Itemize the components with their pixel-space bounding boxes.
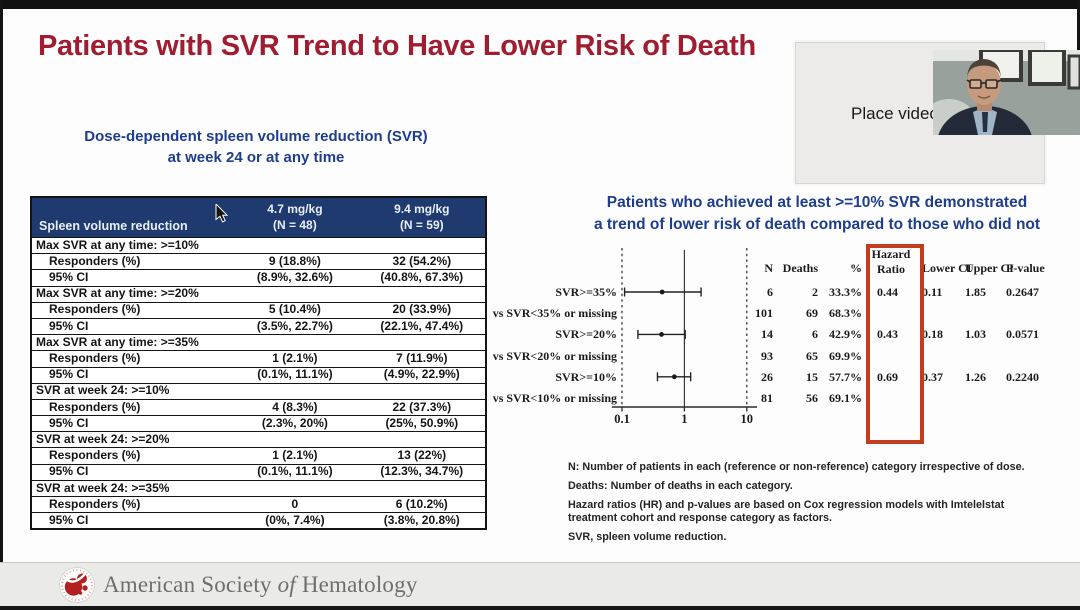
presenter-webcam-image (933, 50, 1080, 135)
forest-cell-n: 6 (767, 285, 773, 299)
page-title: Patients with SVR Trend to Have Lower Ri… (38, 30, 756, 62)
forest-cell-lower: 0.11 (922, 285, 943, 299)
forest-cell-hr: 0.69 (877, 370, 898, 384)
forest-cell-hr: 0.44 (877, 285, 898, 299)
table-row: Responders (%) 1 (2.1%) 13 (22%) (31, 447, 486, 465)
ash-logo-icon (59, 567, 95, 603)
glasses-icon (966, 79, 1002, 89)
forest-col-header-deaths: Deaths (782, 261, 818, 275)
forest-cell-upper: 1.03 (965, 327, 986, 341)
footnote: Hazard ratios (HR) and p-values are base… (568, 499, 1005, 524)
forest-cell-n: 81 (761, 391, 773, 405)
forest-cell-pct: 69.1% (829, 391, 862, 405)
forest-cell-upper: 1.26 (965, 370, 986, 384)
forest-cell-deaths: 69 (806, 306, 818, 320)
forest-cell-deaths: 65 (806, 349, 818, 363)
video-placeholder-label: Place video (851, 104, 939, 123)
screen-left-bar (0, 0, 3, 562)
forest-cell-deaths: 2 (812, 285, 818, 299)
forest-cell-pct: 69.9% (829, 349, 862, 363)
forest-row-label: SVR>=20% (555, 327, 617, 341)
forest-row-label: SVR>=35% (555, 285, 617, 299)
forest-cell-p: 0.0571 (1006, 327, 1039, 341)
table-row: 95% CI (0.1%, 11.1%) (12.3%, 34.7%) (31, 463, 486, 481)
forest-cell-lower: 0.18 (922, 327, 943, 341)
forest-cell-n: 93 (761, 349, 773, 363)
forest-cell-deaths: 6 (812, 327, 818, 341)
footnote: Deaths: Number of deaths in each categor… (568, 480, 793, 492)
svr-results-table: Spleen volume reduction 4.7 mg/kg (N = 4… (30, 196, 487, 531)
mouse-cursor (215, 204, 229, 223)
table-subtitle: Dose-dependent spleen volume reduction (… (40, 126, 472, 168)
forest-cell-deaths: 15 (806, 370, 818, 384)
forest-plot-heading-line2: a trend of lower risk of death compared … (593, 216, 1041, 233)
footer-org-name: American Society of Hematology (103, 572, 418, 597)
screen-right-bar (1077, 0, 1080, 50)
forest-cell-upper: 1.85 (965, 285, 986, 299)
forest-cell-pct: 68.3% (829, 306, 862, 320)
col-header-47mgkg: 4.7 mg/kg (N = 48) (231, 197, 359, 238)
forest-row-label: vs SVR<35% or missing (492, 306, 617, 320)
forest-cell-lower: 0.37 (922, 370, 943, 384)
table-group-row: SVR at week 24: >=10% (31, 382, 486, 400)
forest-cell-n: 101 (755, 306, 773, 320)
footnote: N: Number of patients in each (reference… (568, 461, 1025, 473)
forest-cell-deaths: 56 (806, 391, 818, 405)
table-row: 95% CI (0.1%, 11.1%) (4.9%, 22.9%) (31, 366, 486, 384)
forest-cell-n: 14 (761, 327, 773, 341)
table-row: Responders (%) 1 (2.1%) 7 (11.9%) (31, 350, 486, 367)
table-subtitle-line2: at week 24 or at any time (167, 149, 345, 166)
forest-col-header-upper-ci: Upper CI (965, 261, 1014, 275)
forest-row-label: vs SVR<20% or missing (492, 349, 617, 363)
col-header-spleen-volume-reduction: Spleen volume reduction (31, 197, 232, 238)
table-row: Responders (%) 0 6 (10.2%) (31, 495, 486, 513)
screen-top-bar (0, 0, 1080, 9)
table-group-row: Max SVR at any time: >=10% (31, 236, 486, 254)
forest-cell-pct: 42.9% (829, 327, 862, 341)
table-row: 95% CI (8.9%, 32.6%) (40.8%, 67.3%) (31, 269, 486, 287)
hazard-ratio-highlight-box (866, 244, 924, 444)
forest-col-header-p-value: P-value (1006, 261, 1045, 275)
table-group-row: SVR at week 24: >=35% (31, 479, 486, 497)
forest-cell-p: 0.2240 (1006, 370, 1039, 384)
forest-col-header-hazard: Hazard (871, 247, 911, 261)
footer: American Society of Hematology (0, 562, 1080, 607)
table-row: 95% CI (0%, 7.4%) (3.8%, 20.8%) (31, 512, 486, 530)
table-row: Responders (%) 5 (10.4%) 20 (33.9%) (31, 301, 486, 319)
forest-plot-heading: Patients who achieved at least >=10% SVR… (583, 192, 1051, 236)
forest-col-header-lower-ci: Lower CI (922, 261, 972, 275)
table-row: 95% CI (3.5%, 22.7%) (22.1%, 47.4%) (31, 317, 486, 335)
forest-cell-pct: 33.3% (829, 285, 862, 299)
forest-col-header-n: N (764, 261, 773, 275)
forest-col-header-ratio: Ratio (877, 262, 905, 276)
table-row: Responders (%) 9 (18.8%) 32 (54.2%) (31, 253, 486, 270)
footnote: SVR, spleen volume reduction. (568, 531, 727, 543)
forest-cell-p: 0.2647 (1006, 285, 1039, 299)
table-row: 95% CI (2.3%, 20%) (25%, 50.9%) (31, 415, 486, 432)
col-header-94mgkg: 9.4 mg/kg (N = 59) (358, 197, 486, 238)
forest-cell-hr: 0.43 (877, 327, 898, 341)
forest-plot-heading-line1: Patients who achieved at least >=10% SVR… (606, 194, 1028, 211)
forest-cell-n: 26 (761, 370, 773, 384)
forest-row-label: SVR>=10% (555, 370, 617, 384)
forest-col-header-pct: % (850, 261, 862, 275)
presenter-webcam (933, 50, 1080, 135)
table-group-row: SVR at week 24: >=20% (31, 431, 486, 448)
forest-cell-pct: 57.7% (829, 370, 862, 384)
screen-bottom-bar (0, 606, 1080, 610)
table-group-row: Max SVR at any time: >=35% (31, 334, 486, 351)
presenter-person (938, 59, 1032, 135)
footnotes: N: Number of patients in each (reference… (568, 461, 1055, 550)
table-row: Responders (%) 4 (8.3%) 22 (37.3%) (31, 398, 486, 416)
table-header-row: Spleen volume reduction 4.7 mg/kg (N = 4… (31, 197, 486, 238)
table-subtitle-line1: Dose-dependent spleen volume reduction (… (84, 128, 428, 145)
table-group-row: Max SVR at any time: >=20% (31, 285, 486, 303)
forest-row-label: vs SVR<10% or missing (492, 391, 617, 405)
